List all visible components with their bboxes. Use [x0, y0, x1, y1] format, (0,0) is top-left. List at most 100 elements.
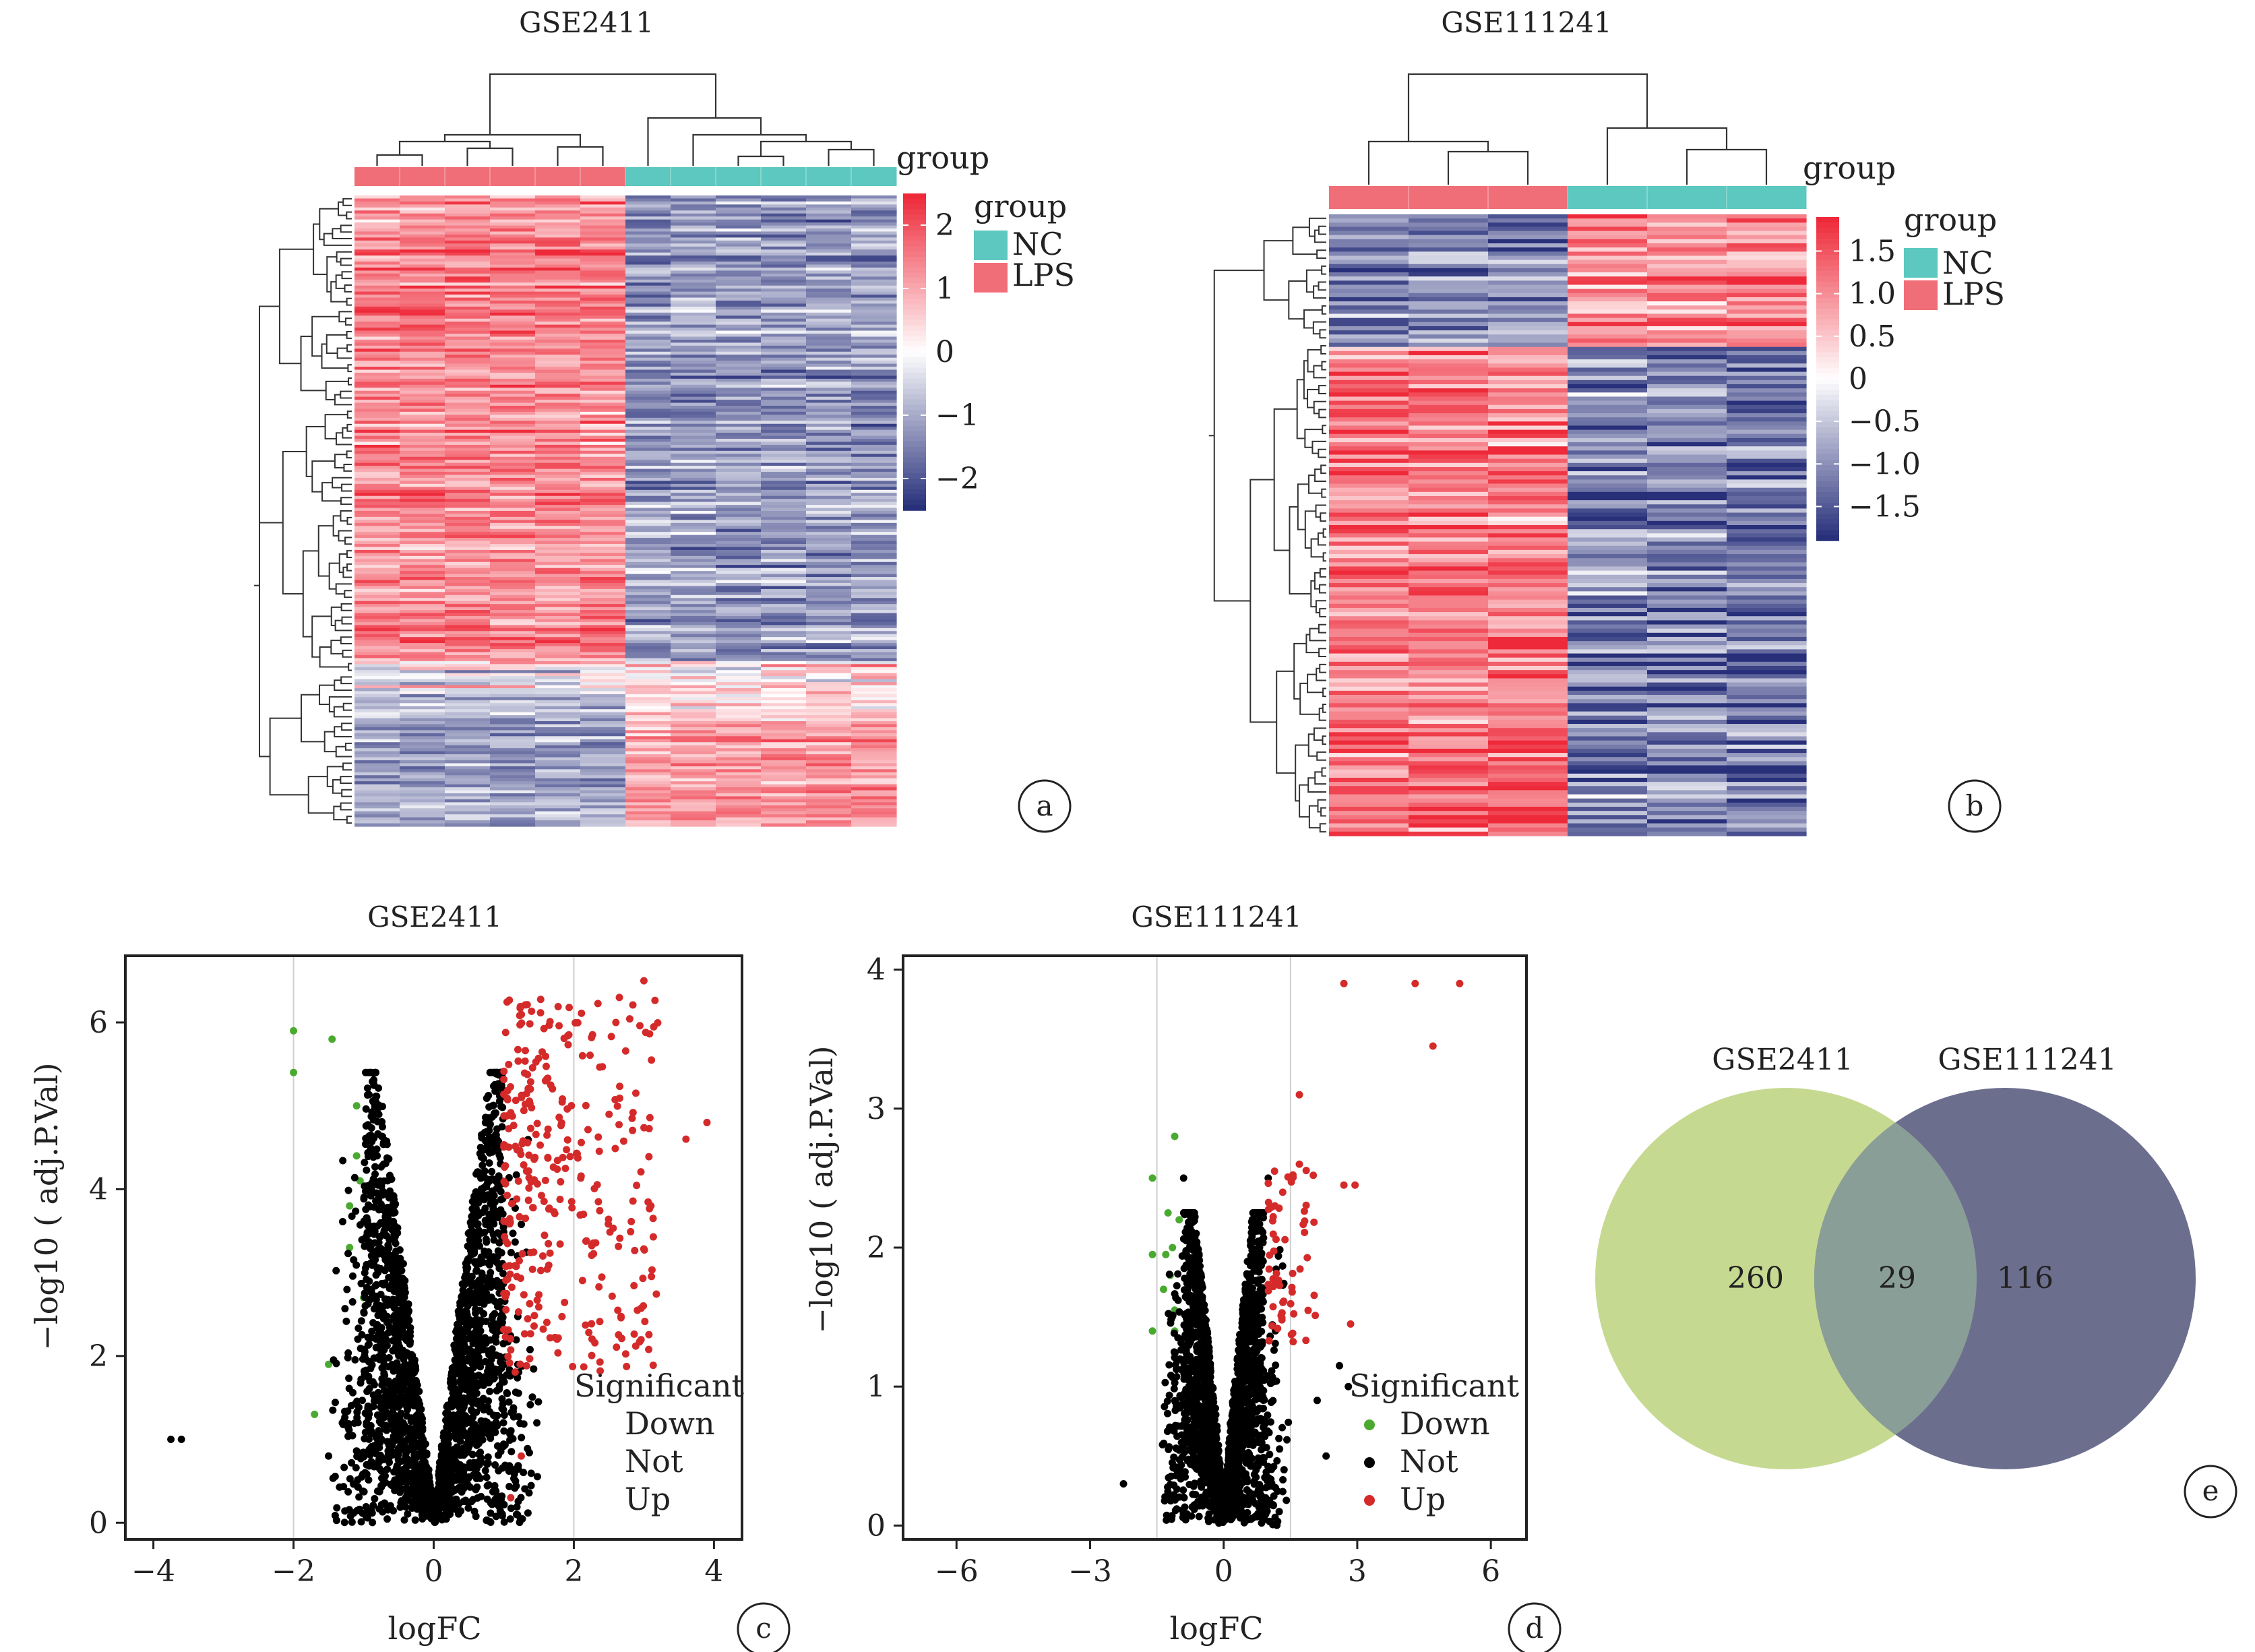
heatmap-cell — [1488, 259, 1568, 265]
heatmap-cell — [1647, 413, 1727, 418]
heatmap-cell — [535, 267, 581, 272]
heatmap-cell — [1568, 786, 1648, 791]
dendrogram-branch — [344, 590, 352, 599]
heatmap-b-annotation-label: group — [1803, 150, 1896, 186]
heatmap-cell — [761, 601, 807, 605]
colorbar-segment — [1816, 314, 1839, 320]
heatmap-cell — [806, 285, 852, 289]
heatmap-cell — [1647, 264, 1727, 269]
heatmap-cell — [851, 231, 897, 235]
heatmap-cell — [354, 363, 400, 367]
heatmap-cell — [400, 361, 445, 365]
heatmap-cell — [580, 621, 626, 625]
heatmap-cell — [671, 580, 716, 584]
heatmap-cell — [535, 724, 581, 728]
heatmap-cell — [535, 805, 581, 809]
heatmap-cell — [535, 262, 581, 266]
heatmap-cell — [1488, 475, 1568, 480]
heatmap-cell — [625, 778, 671, 782]
heatmap-cell — [580, 297, 626, 301]
heatmap-cell — [625, 736, 671, 740]
heatmap-cell — [1727, 777, 1807, 783]
heatmap-cell — [851, 646, 897, 650]
heatmap-cell — [1329, 562, 1409, 568]
heatmap-cell — [716, 348, 762, 353]
heatmap-cell — [761, 501, 807, 506]
heatmap-cell — [1727, 284, 1807, 290]
heatmap-cell — [1488, 504, 1568, 510]
heatmap-cell — [716, 336, 762, 340]
heatmap-cell — [490, 619, 536, 623]
heatmap-cell — [761, 309, 807, 313]
heatmap-cell — [806, 427, 852, 431]
heatmap-cell — [445, 231, 491, 235]
heatmap-cell — [400, 351, 445, 355]
heatmap-cell — [535, 538, 581, 542]
heatmap-cell — [761, 295, 807, 299]
heatmap-cell — [580, 751, 626, 755]
dendrogram-branch — [326, 256, 337, 293]
heatmap-cell — [354, 820, 400, 824]
heatmap-cell — [490, 643, 536, 647]
heatmap-cell — [354, 295, 400, 299]
colorbar-segment — [1816, 239, 1839, 245]
heatmap-cell — [1568, 529, 1648, 534]
heatmap-cell — [580, 388, 626, 392]
heatmap-cell — [445, 685, 491, 689]
heatmap-cell — [490, 487, 536, 491]
heatmap-cell — [671, 411, 716, 415]
heatmap-cell — [535, 493, 581, 497]
heatmap-cell — [1647, 471, 1727, 476]
heatmap-cell — [445, 739, 491, 743]
heatmap-cell — [761, 231, 807, 235]
heatmap-cell — [400, 520, 445, 524]
heatmap-cell — [490, 766, 536, 770]
heatmap-cell — [716, 249, 762, 253]
heatmap-cell — [354, 411, 400, 415]
heatmap-cell — [851, 582, 897, 587]
heatmap-cell — [354, 555, 400, 559]
data-point-not — [373, 1145, 381, 1153]
heatmap-cell — [580, 361, 626, 365]
heatmap-cell — [1409, 711, 1489, 716]
heatmap-cell — [400, 555, 445, 559]
heatmap-cell — [625, 508, 671, 512]
heatmap-cell — [1409, 595, 1489, 601]
heatmap-cell — [490, 718, 536, 722]
heatmap-cell — [354, 736, 400, 740]
heatmap-cell — [716, 694, 762, 698]
heatmap-cell — [580, 763, 626, 767]
heatmap-cell — [354, 228, 400, 233]
heatmap-cell — [490, 694, 536, 698]
heatmap-cell — [851, 625, 897, 629]
heatmap-cell — [1329, 744, 1409, 749]
heatmap-cell — [806, 231, 852, 235]
heatmap-cell — [851, 487, 897, 491]
heatmap-cell — [400, 375, 445, 379]
dendrogram-branch — [319, 684, 335, 705]
heatmap-cell — [354, 324, 400, 328]
heatmap-cell — [851, 258, 897, 262]
heatmap-cell — [716, 357, 762, 361]
heatmap-cell — [400, 264, 445, 268]
colorbar-segment — [903, 315, 926, 321]
heatmap-cell — [535, 468, 581, 472]
colorbar-segment — [903, 479, 926, 485]
heatmap-cell — [1568, 384, 1648, 389]
heatmap-cell — [671, 586, 716, 590]
heatmap-cell — [761, 516, 807, 520]
heatmap-cell — [580, 739, 626, 743]
heatmap-cell — [535, 691, 581, 695]
colorbar-segment — [1816, 228, 1839, 234]
heatmap-cell — [625, 664, 671, 668]
heatmap-cell — [535, 733, 581, 737]
heatmap-cell — [1409, 251, 1489, 257]
dendrogram-branch — [330, 640, 343, 654]
dendrogram-branch — [443, 133, 582, 147]
heatmap-cell — [1647, 218, 1727, 223]
heatmap-cell — [400, 775, 445, 779]
heatmap-cell — [535, 565, 581, 569]
heatmap-cell — [1727, 483, 1807, 489]
heatmap-cell — [490, 390, 536, 394]
heatmap-cell — [1727, 355, 1807, 360]
